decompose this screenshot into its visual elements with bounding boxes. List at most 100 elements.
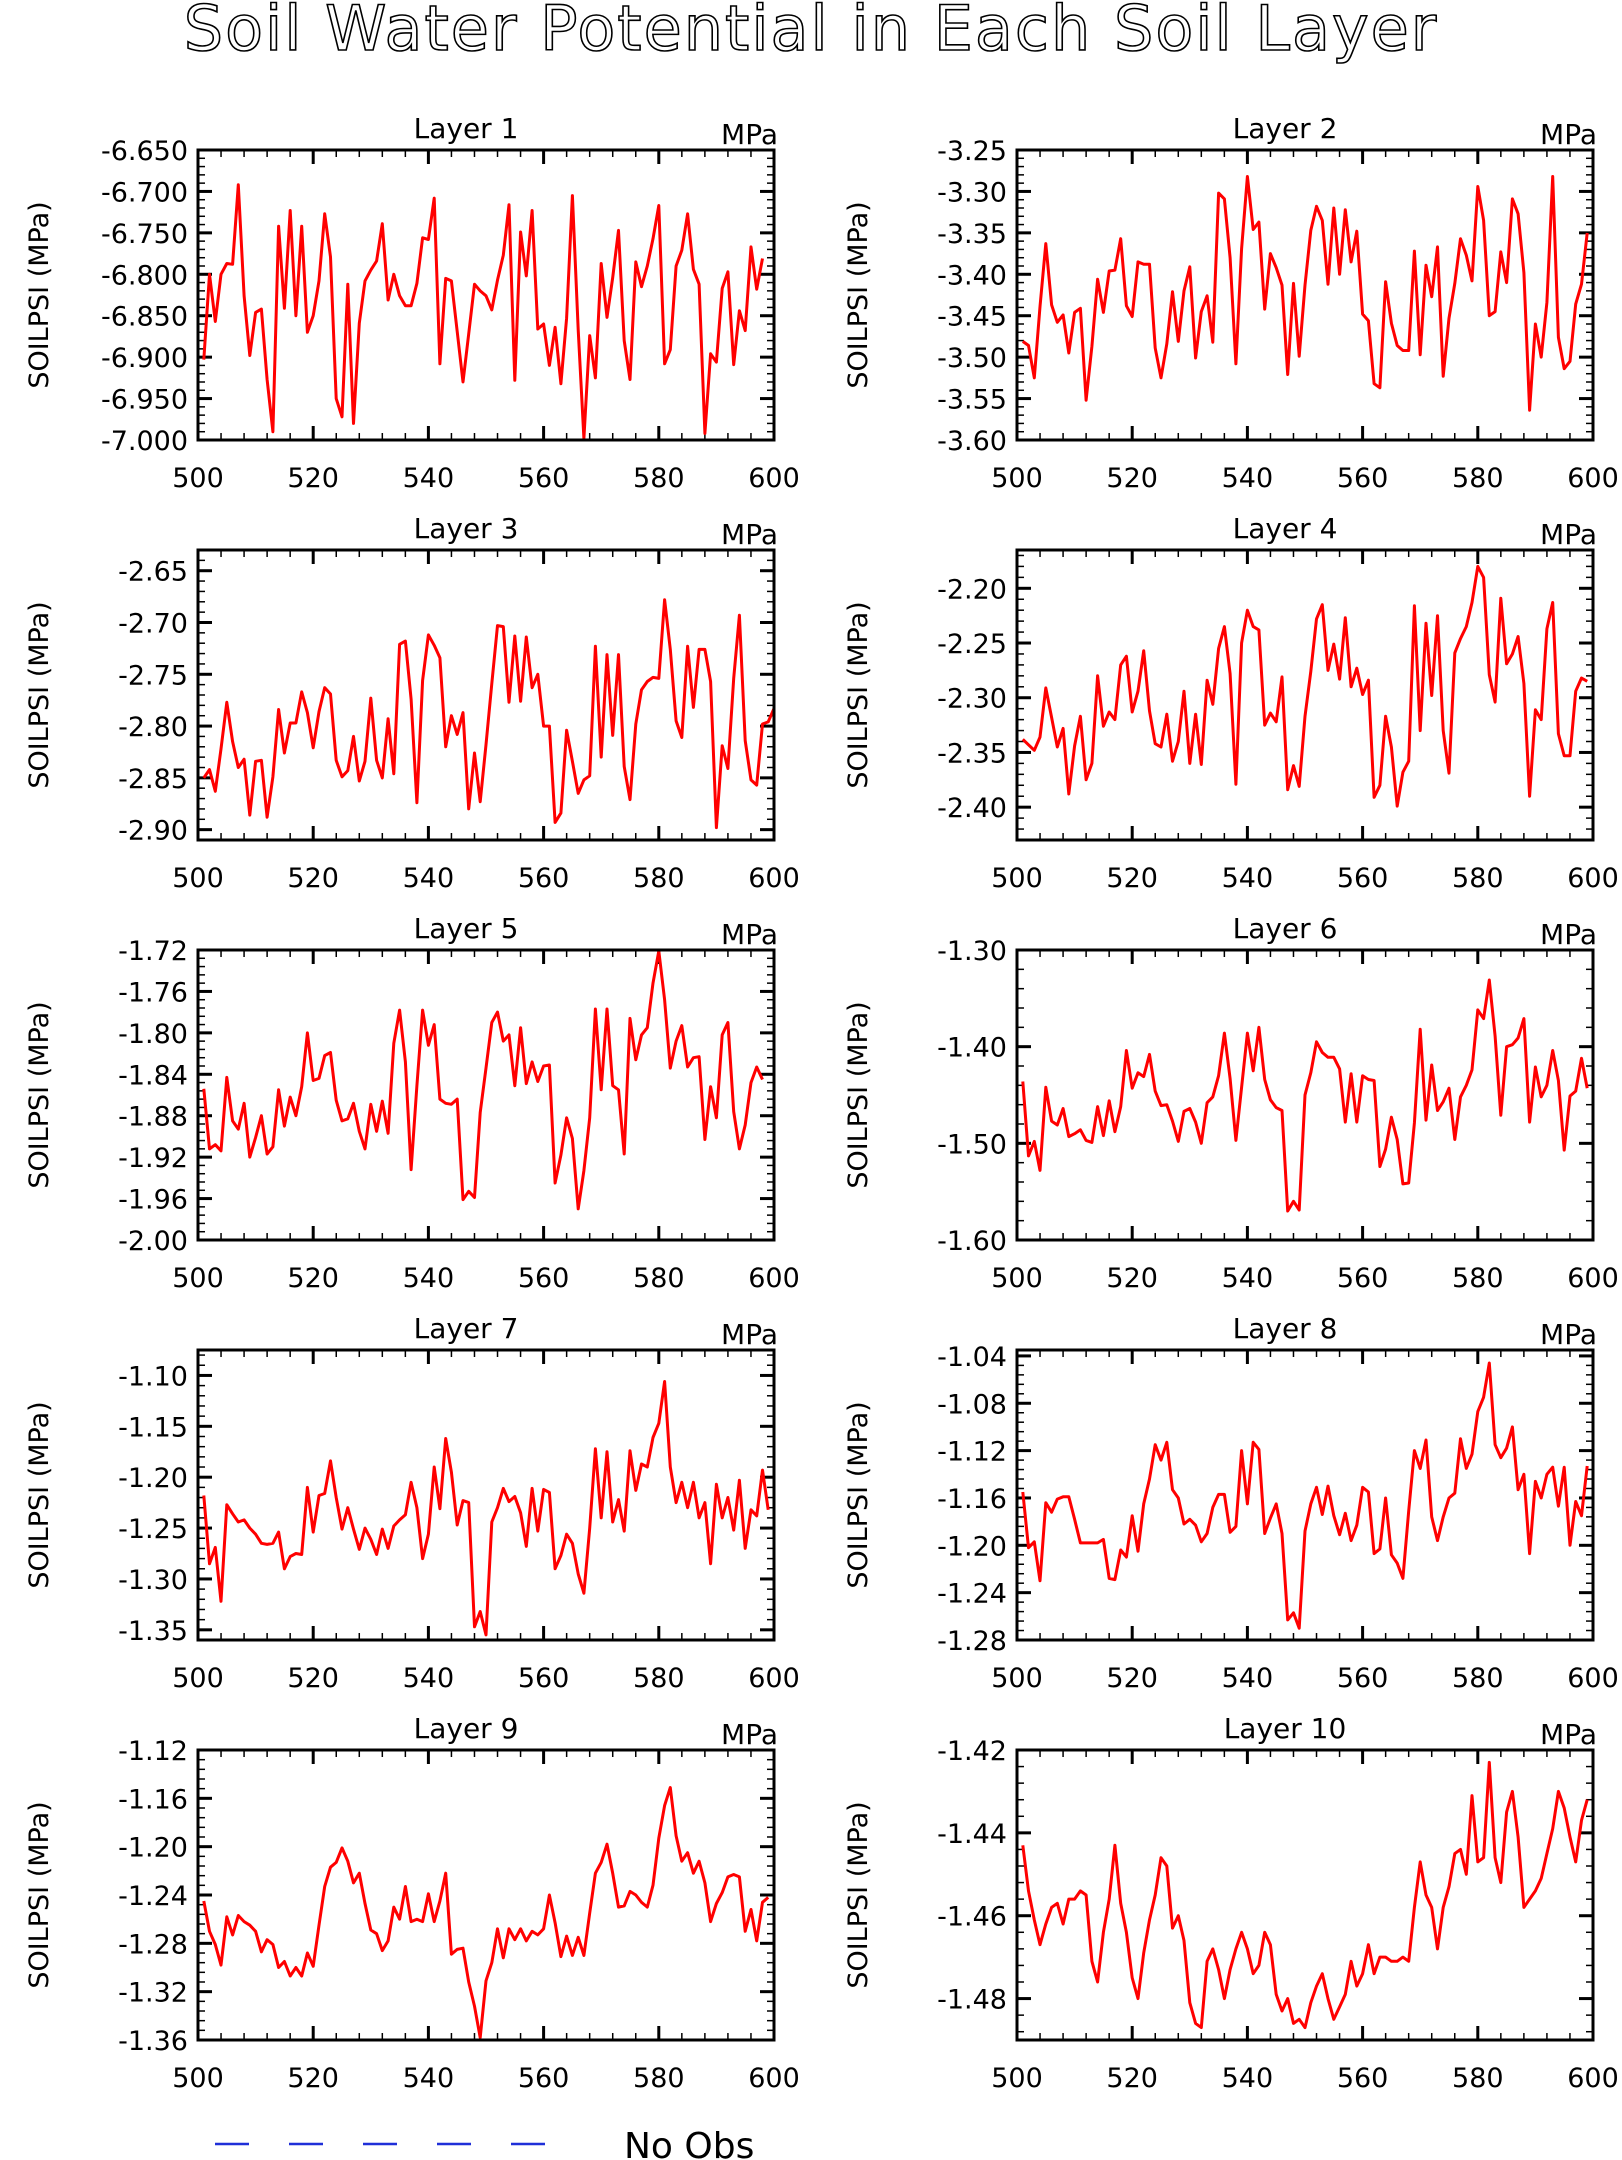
y-tick-label: -1.20 (937, 1531, 1007, 1562)
x-tick-label: 560 (1337, 1263, 1389, 1294)
y-tick-label: -6.750 (101, 219, 188, 250)
panel-title: Layer 1 (414, 112, 519, 145)
y-axis-title: SOILPSI (MPa) (24, 1001, 55, 1188)
x-tick-label: 600 (1567, 1663, 1619, 1694)
panel-title: Layer 6 (1233, 912, 1338, 945)
y-axis-title: SOILPSI (MPa) (843, 201, 874, 388)
y-tick-label: -1.25 (118, 1514, 188, 1545)
y-tick-label: -1.28 (937, 1626, 1007, 1657)
y-tick-label: -1.72 (118, 936, 188, 967)
y-tick-label: -1.24 (118, 1881, 188, 1912)
x-tick-label: 600 (748, 863, 800, 894)
y-tick-label: -1.12 (937, 1437, 1007, 1468)
panel-layer-5: -1.72 -1.76 -1.80 -1.84 -1.88 -1.92 -1.96 -2.00… (24, 912, 800, 1294)
panels-area: -6.650 -6.700 -6.750 -6.800 -6.850 -6.900 -6.9… (24, 112, 1619, 2094)
panel-layer-9: -1.12 -1.16 -1.20 -1.24 -1.28 -1.32 -1.36 500 52… (24, 1712, 800, 2094)
series-line (1021, 175, 1589, 412)
x-tick-label: 600 (1567, 463, 1619, 494)
y-tick-label: -3.30 (937, 177, 1007, 208)
x-tick-label: 580 (1452, 1263, 1504, 1294)
y-tick-label: -1.84 (118, 1060, 188, 1091)
x-tick-label: 520 (1106, 2063, 1158, 2094)
unit-label: MPa (721, 518, 778, 551)
y-axis-title: SOILPSI (MPa) (843, 601, 874, 788)
panel-layer-4: -2.20 -2.25 -2.30 -2.35 -2.40 500 520 540 560 580… (843, 512, 1619, 894)
x-tick-label: 600 (1567, 1263, 1619, 1294)
y-tick-label: -2.35 (937, 738, 1007, 769)
plot-frame (196, 548, 776, 842)
x-tick-label: 560 (518, 2063, 570, 2094)
panel-layer-8: -1.04 -1.08 -1.12 -1.16 -1.20 -1.24 -1.28 500 52… (843, 1312, 1619, 1694)
series-line (1021, 978, 1589, 1213)
x-tick-label: 500 (991, 2063, 1043, 2094)
y-tick-label: -1.60 (937, 1226, 1007, 1257)
x-tick-label: 580 (633, 1663, 685, 1694)
y-tick-label: -6.950 (101, 385, 188, 416)
y-tick-label: -1.88 (118, 1102, 188, 1133)
x-tick-label: 500 (991, 1663, 1043, 1694)
x-tick-label: 540 (403, 1663, 455, 1694)
y-tick-label: -1.76 (118, 977, 188, 1008)
x-tick-label: 560 (518, 863, 570, 894)
panel-title: Layer 2 (1233, 112, 1338, 145)
x-tick-label: 520 (287, 463, 339, 494)
y-tick-label: -1.10 (118, 1361, 188, 1392)
y-tick-label: -3.25 (937, 136, 1007, 167)
plot-frame (196, 1348, 776, 1642)
y-tick-label: -2.20 (937, 574, 1007, 605)
series-line (1021, 1361, 1589, 1630)
panel-layer-7: -1.10 -1.15 -1.20 -1.25 -1.30 -1.35 500 520 540 5… (24, 1312, 800, 1694)
series-line (202, 1786, 770, 2040)
y-axis-title: SOILPSI (MPa) (24, 1801, 55, 1988)
x-tick-label: 560 (518, 1263, 570, 1294)
x-tick-label: 540 (1222, 2063, 1274, 2094)
x-tick-label: 560 (518, 463, 570, 494)
x-tick-label: 580 (1452, 1663, 1504, 1694)
y-tick-label: -3.55 (937, 385, 1007, 416)
y-tick-label: -1.16 (937, 1484, 1007, 1515)
panel-title: Layer 3 (414, 512, 519, 545)
plot-frame (1015, 1348, 1595, 1642)
plot-frame (196, 948, 776, 1242)
unit-label: MPa (1540, 1718, 1597, 1751)
y-tick-label: -2.00 (118, 1226, 188, 1257)
y-tick-label: -6.800 (101, 260, 188, 291)
y-axis-title: SOILPSI (MPa) (843, 1001, 874, 1188)
y-tick-label: -1.20 (118, 1463, 188, 1494)
y-tick-label: -1.40 (937, 1033, 1007, 1064)
y-tick-label: -1.50 (937, 1129, 1007, 1160)
y-tick-label: -2.25 (937, 629, 1007, 660)
series-line (202, 183, 764, 440)
y-tick-label: -1.36 (118, 2026, 188, 2057)
unit-label: MPa (1540, 518, 1597, 551)
y-axis-title: SOILPSI (MPa) (24, 201, 55, 388)
y-tick-label: -2.40 (937, 793, 1007, 824)
series-line (202, 598, 776, 830)
x-tick-label: 520 (287, 1263, 339, 1294)
y-tick-label: -7.000 (101, 426, 188, 457)
y-tick-label: -3.50 (937, 343, 1007, 374)
y-tick-label: -2.30 (937, 684, 1007, 715)
panel-layer-3: -2.65 -2.70 -2.75 -2.80 -2.85 -2.90 500 520 540 5… (24, 512, 800, 894)
y-tick-label: -6.650 (101, 136, 188, 167)
unit-label: MPa (1540, 1318, 1597, 1351)
panel-layer-1: -6.650 -6.700 -6.750 -6.800 -6.850 -6.900 -6.9… (24, 112, 800, 494)
x-tick-label: 600 (748, 1663, 800, 1694)
y-tick-label: -1.04 (937, 1342, 1007, 1373)
y-tick-label: -1.35 (118, 1616, 188, 1647)
panel-title: Layer 7 (414, 1312, 519, 1345)
x-tick-label: 560 (1337, 2063, 1389, 2094)
y-tick-label: -1.32 (118, 1978, 188, 2009)
x-tick-label: 520 (287, 1663, 339, 1694)
x-tick-label: 520 (287, 863, 339, 894)
x-tick-label: 540 (403, 863, 455, 894)
x-tick-label: 540 (403, 1263, 455, 1294)
x-tick-label: 520 (1106, 1663, 1158, 1694)
y-tick-label: -1.46 (937, 1902, 1007, 1933)
x-tick-label: 580 (633, 463, 685, 494)
x-tick-label: 560 (1337, 863, 1389, 894)
x-tick-label: 500 (991, 463, 1043, 494)
y-tick-label: -1.15 (118, 1412, 188, 1443)
unit-label: MPa (721, 1718, 778, 1751)
